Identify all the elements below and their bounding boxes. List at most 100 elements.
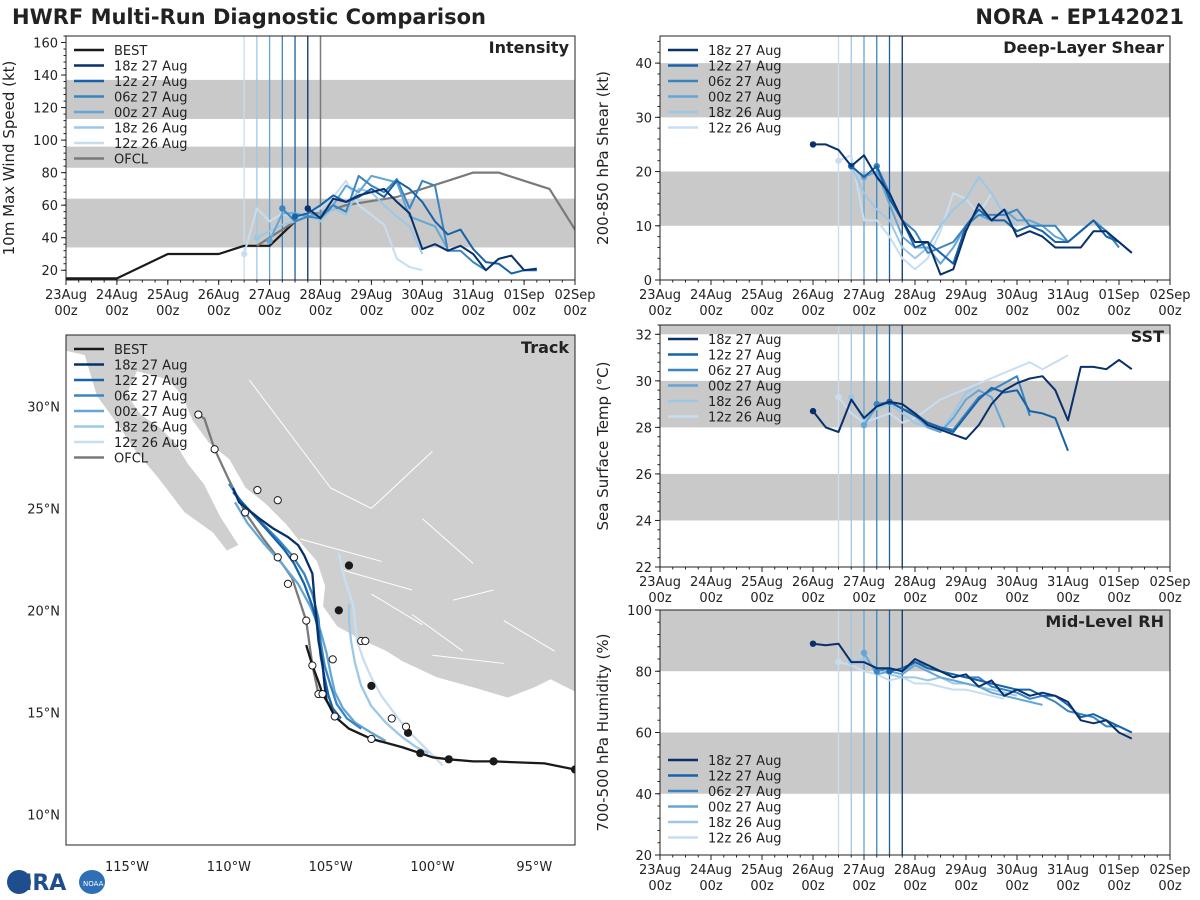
legend-label: 18z 27 Aug <box>114 60 188 75</box>
shading-band <box>660 171 1170 226</box>
x-tick-label: 00z <box>1107 591 1131 606</box>
y-tick-label: 40 <box>41 232 58 247</box>
x-tick-label: 01Sep <box>1098 288 1139 303</box>
track-marker <box>570 765 575 774</box>
legend-label: 12z 27 Aug <box>114 374 188 389</box>
track-12z-27-aug <box>232 491 342 720</box>
x-tick-label: 00z <box>903 304 927 319</box>
lon-tick-label: 95°W <box>516 860 552 875</box>
track-marker <box>273 553 282 562</box>
x-tick-label: 00z <box>207 304 231 319</box>
series-group <box>809 640 1133 740</box>
y-tick-label: 60 <box>635 727 652 742</box>
x-tick-label: 00z <box>411 304 435 319</box>
x-tick-label: 00z <box>801 879 825 894</box>
x-tick-label: 27Aug <box>843 575 885 590</box>
x-tick-label: 01Sep <box>1098 575 1139 590</box>
x-tick-label: 00z <box>1005 879 1029 894</box>
legend-label: 18z 27 Aug <box>708 333 782 348</box>
panel-intensity: 2040608010012014016023Aug00z24Aug00z25Au… <box>0 35 596 319</box>
y-tick-label: 26 <box>635 468 652 483</box>
series-line-12z-27-aug <box>294 179 537 275</box>
x-tick-label: 26Aug <box>198 288 240 303</box>
x-tick-label: 31Aug <box>1047 288 1089 303</box>
y-tick-label: 30 <box>635 111 652 126</box>
storm-id-title: NORA - EP142021 <box>975 5 1184 29</box>
init-point <box>848 393 855 401</box>
shading-band <box>660 325 1170 335</box>
init-point <box>279 205 286 212</box>
series-line-18z-27-aug <box>813 143 1133 276</box>
series-line-18z-26-aug <box>256 187 424 255</box>
track-00z-27-aug <box>234 501 387 742</box>
init-point <box>886 668 893 675</box>
init-point <box>873 668 880 675</box>
track-marker <box>444 755 453 764</box>
track-marker <box>416 749 425 758</box>
legend-label: 12z 26 Aug <box>708 411 782 426</box>
x-tick-label: 25Aug <box>741 863 783 878</box>
track-marker <box>289 553 299 562</box>
init-point <box>291 213 299 220</box>
legend-label: 12z 26 Aug <box>708 832 782 847</box>
track-ofcl <box>197 413 320 695</box>
y-tick-label: 20 <box>635 849 652 864</box>
panel-shear: 01020304023Aug00z24Aug00z25Aug00z26Aug00… <box>594 35 1191 319</box>
x-tick-label: 00z <box>852 304 876 319</box>
legend-label: 06z 27 Aug <box>708 785 782 800</box>
track-marker <box>308 661 317 670</box>
x-tick-label: 31Aug <box>1047 863 1089 878</box>
x-tick-label: 24Aug <box>96 288 138 303</box>
state-boundary <box>248 379 332 489</box>
legend-label: 12z 27 Aug <box>114 75 188 90</box>
legend-label: 18z 27 Aug <box>708 754 782 769</box>
y-tick-label: 100 <box>627 604 652 619</box>
legend-label: 18z 26 Aug <box>114 122 188 137</box>
y-tick-label: 80 <box>41 167 58 182</box>
track-marker <box>401 722 411 731</box>
state-boundary <box>340 569 413 591</box>
track-best <box>305 644 575 771</box>
init-point <box>253 234 261 241</box>
track-marker <box>318 689 327 699</box>
land-mexico <box>66 335 575 699</box>
x-tick-label: 23Aug <box>639 863 681 878</box>
x-tick-label: 30Aug <box>401 288 443 303</box>
legend-label: 18z 27 Aug <box>708 44 782 59</box>
y-tick-label: 40 <box>635 57 652 72</box>
x-tick-label: 00z <box>903 879 927 894</box>
legend-label: OFCL <box>114 153 149 168</box>
x-tick-label: 31Aug <box>452 288 494 303</box>
track-marker <box>330 712 339 721</box>
x-tick-label: 02Sep <box>554 288 595 303</box>
track-marker <box>489 757 498 766</box>
init-point <box>835 658 842 666</box>
legend-label: 18z 26 Aug <box>708 395 782 410</box>
x-tick-label: 00z <box>462 304 486 319</box>
panel-sst: 22242628303223Aug00z24Aug00z25Aug00z26Au… <box>594 324 1191 606</box>
x-tick-label: 00z <box>750 304 774 319</box>
state-boundary <box>452 589 494 601</box>
x-tick-label: 23Aug <box>639 288 681 303</box>
x-tick-label: 00z <box>54 304 78 319</box>
track-marker <box>210 445 219 454</box>
map-group <box>66 335 575 845</box>
track-marker <box>273 496 282 505</box>
legend-label: BEST <box>114 44 147 59</box>
legend-label: 00z 27 Aug <box>708 380 782 395</box>
x-tick-label: 25Aug <box>741 575 783 590</box>
y-tick-label: 20 <box>635 166 652 181</box>
x-tick-label: 02Sep <box>1149 288 1190 303</box>
x-tick-label: 00z <box>954 591 978 606</box>
legend-label: OFCL <box>114 452 149 467</box>
y-tick-label: 80 <box>635 665 652 680</box>
x-tick-label: 29Aug <box>945 288 987 303</box>
track-marker <box>302 616 311 625</box>
y-tick-label: 28 <box>635 421 652 436</box>
x-tick-label: 28Aug <box>300 288 342 303</box>
